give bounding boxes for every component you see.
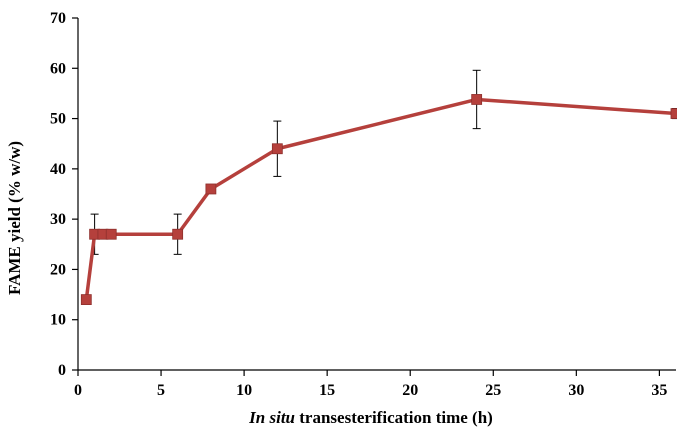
y-tick-label: 60 xyxy=(50,60,66,77)
y-tick-label: 50 xyxy=(50,111,66,128)
x-axis-title-rest: transesterification time (h) xyxy=(295,408,493,427)
data-point xyxy=(471,94,483,105)
x-tick-label: 30 xyxy=(568,382,584,399)
series-line-path xyxy=(84,97,677,300)
x-tick-label: 25 xyxy=(485,382,501,399)
data-point xyxy=(205,183,217,195)
x-axis-title-italic: In situ xyxy=(248,408,295,427)
x-tick-label: 20 xyxy=(402,382,418,399)
y-axis-title: FAME yield (% w/w) xyxy=(5,141,24,295)
x-tick-label: 5 xyxy=(157,382,165,399)
x-tick-label: 10 xyxy=(236,382,252,399)
data-point xyxy=(80,294,92,306)
y-tick-label: 40 xyxy=(50,161,66,178)
series-markers xyxy=(80,94,677,306)
error-bars xyxy=(90,69,677,255)
x-tick-label: 15 xyxy=(319,382,335,399)
ticks: 0 10 20 30 40 50 60 70 0 5 10 15 20 25 30 35 xyxy=(50,10,667,399)
y-tick-label: 10 xyxy=(50,312,66,329)
data-point xyxy=(271,143,283,155)
y-tick-label: 30 xyxy=(50,211,66,228)
data-point xyxy=(105,228,117,240)
x-tick-label: 35 xyxy=(651,382,667,399)
axes xyxy=(77,18,676,371)
data-point xyxy=(670,108,677,119)
x-axis-title: In situ transesterification time (h) xyxy=(248,408,493,427)
x-tick-label: 0 xyxy=(74,382,82,399)
y-tick-label: 20 xyxy=(50,261,66,278)
y-tick-label: 70 xyxy=(50,10,66,27)
y-tick-label: 0 xyxy=(58,362,66,379)
data-point xyxy=(172,228,184,240)
series-line xyxy=(84,97,677,300)
